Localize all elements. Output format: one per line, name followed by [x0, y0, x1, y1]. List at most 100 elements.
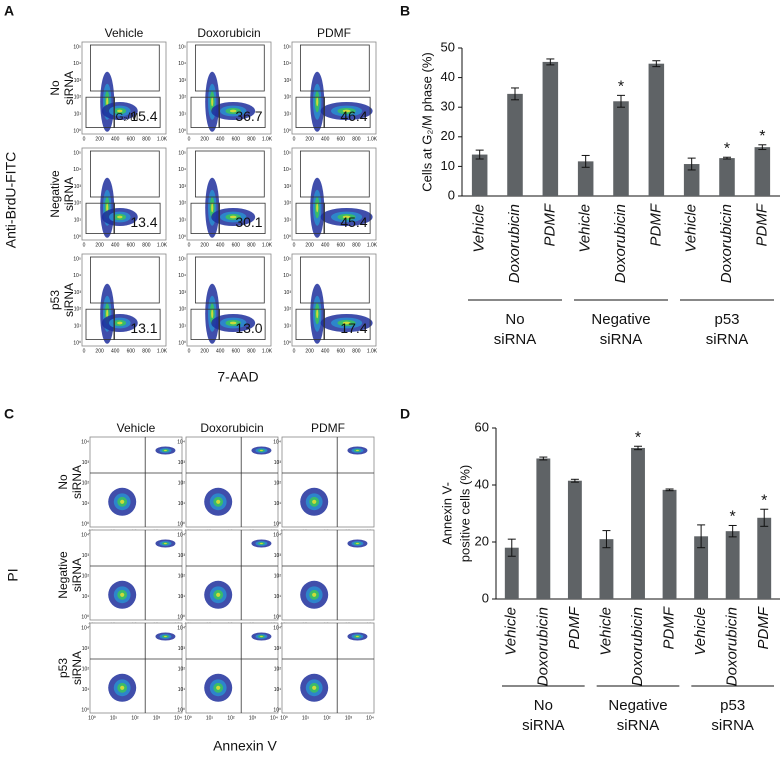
x-tick-label: 1.0K: [367, 136, 378, 142]
y-tick-label: 10¹: [178, 594, 186, 600]
bar: [694, 536, 709, 599]
density: [259, 449, 263, 452]
x-tick-label: 800: [247, 242, 256, 248]
y-tick-label: 10¹: [284, 218, 292, 224]
density: [229, 321, 237, 325]
density: [259, 635, 263, 638]
x-tick-label: 1.0K: [262, 348, 273, 354]
y-tick-label: 10⁴: [178, 167, 186, 173]
gate: [323, 202, 371, 234]
y-tick-label: 10²: [82, 480, 90, 486]
gate: [85, 202, 115, 234]
y-tick-label: 10⁴: [283, 61, 291, 67]
y-tick-label: 10¹: [179, 324, 187, 330]
x-tick-label: 1.0K: [157, 136, 168, 142]
row-label: p53: [56, 658, 70, 678]
density: [216, 499, 221, 504]
gate: [90, 44, 160, 92]
x-tick-label: 800: [352, 136, 361, 142]
bar: [754, 147, 771, 196]
bar: [567, 480, 582, 599]
gate: [90, 256, 160, 304]
y-tick-label: 10⁴: [178, 273, 186, 279]
x-tick-label: PDMF: [541, 203, 558, 246]
density: [106, 97, 109, 107]
gate: [194, 256, 265, 304]
group-label: siRNA: [617, 717, 660, 734]
gate: [190, 308, 220, 340]
y-tick-label: 10³: [179, 290, 187, 296]
x-tick-label: 200: [305, 136, 314, 142]
y-tick-label: 10¹: [284, 112, 292, 118]
bar: [683, 164, 700, 196]
x-tick-label: 200: [95, 348, 104, 354]
y-tick-label: 40: [475, 476, 489, 491]
group-label: siRNA: [706, 331, 749, 348]
x-tick-label: 0: [188, 136, 191, 142]
x-tick-label: PDMF: [661, 606, 678, 649]
x-tick-label: Vehicle: [577, 204, 594, 253]
gate-percentage: 17.4: [340, 320, 367, 336]
x-tick-label: 400: [321, 242, 330, 248]
x-tick-label: 400: [111, 348, 120, 354]
x-tick-label: 1.0K: [367, 242, 378, 248]
y-tick-label: 10²: [274, 573, 282, 579]
y-tick-label: 10²: [74, 307, 82, 313]
x-tick-label: 200: [305, 242, 314, 248]
density: [117, 215, 123, 219]
y-tick-label: 10⁴: [73, 167, 81, 173]
density: [163, 635, 167, 638]
bar: [577, 161, 594, 196]
x-tick-label: 200: [200, 348, 209, 354]
y-tick-label: 10⁴: [81, 625, 89, 631]
y-tick-label: 10²: [178, 573, 186, 579]
bar: [662, 489, 677, 599]
y-tick-label: 10³: [82, 460, 90, 466]
y-tick-label: 10⁰: [177, 521, 185, 527]
y-tick-label: 10¹: [74, 218, 82, 224]
bar: [504, 547, 519, 599]
group-label: p53: [714, 311, 739, 328]
x-tick-label: 600: [127, 136, 136, 142]
gate: [299, 256, 370, 304]
group-label: siRNA: [600, 331, 643, 348]
y-tick-label: 10³: [284, 290, 292, 296]
group-label: Negative: [608, 697, 667, 714]
y-tick-label: 10⁰: [273, 707, 281, 713]
x-tick-label: 600: [127, 242, 136, 248]
x-tick-label: 0: [83, 136, 86, 142]
y-tick-label: 10⁴: [81, 439, 89, 445]
y-tick-label: 10¹: [82, 594, 90, 600]
group-label: No: [505, 311, 524, 328]
density: [216, 592, 221, 597]
y-tick-label: 10²: [179, 307, 187, 313]
y-tick-label: 10³: [284, 78, 292, 84]
x-tick-label: 600: [337, 348, 346, 354]
x-tick-label: 200: [200, 136, 209, 142]
y-tick-label: 10⁰: [177, 707, 185, 713]
x-tick-label: 10¹: [110, 715, 118, 721]
y-tick-label: 10⁰: [283, 340, 291, 346]
x-tick-label: 10⁰: [280, 715, 288, 721]
y-tick-label: 10²: [179, 201, 187, 207]
bar: [536, 458, 551, 599]
column-header: Doxorubicin: [197, 26, 260, 40]
x-tick-label: Doxorubicin: [506, 204, 523, 283]
gate-percentage: 46.4: [340, 108, 367, 124]
y-tick-label: 10⁰: [73, 128, 81, 134]
bar: [599, 539, 614, 599]
significance-mark: *: [761, 492, 767, 509]
y-tick-label: 10⁴: [273, 625, 281, 631]
x-tick-label: 10³: [153, 715, 161, 721]
gate-percentage: 13.1: [130, 320, 157, 336]
gate: [218, 96, 266, 128]
y-tick-label: 0: [448, 187, 455, 202]
bar: [613, 101, 629, 196]
x-tick-label: 0: [188, 242, 191, 248]
density: [355, 449, 359, 452]
x-tick-label: 400: [321, 136, 330, 142]
y-tick-label: 10³: [74, 78, 82, 84]
x-tick-label: 200: [95, 136, 104, 142]
x-tick-label: 400: [111, 242, 120, 248]
